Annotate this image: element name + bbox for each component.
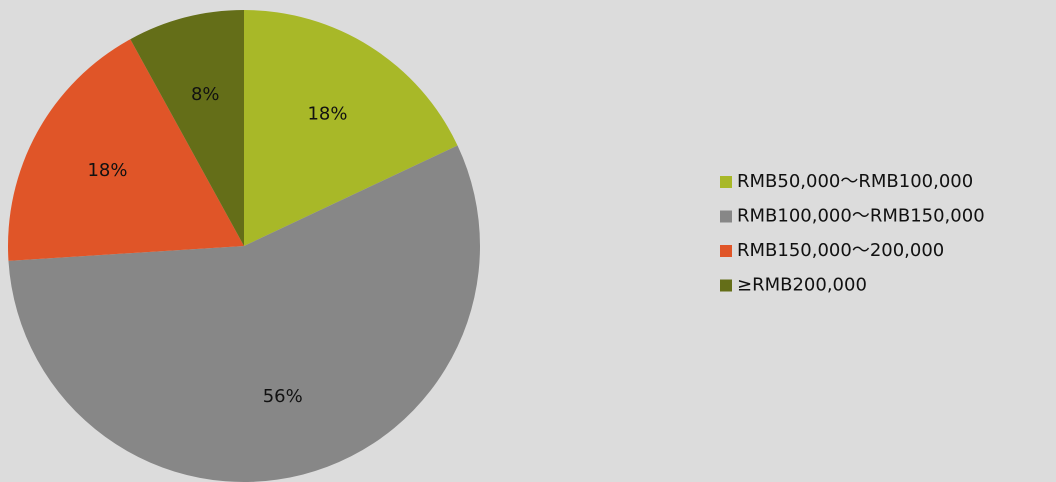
legend-swatch: [720, 210, 732, 223]
data-label: 18%: [87, 160, 127, 181]
pie-slice: [8, 39, 244, 261]
data-label: 56%: [263, 386, 303, 407]
legend-swatch: [720, 279, 732, 292]
pie-slice: [8, 145, 480, 482]
legend-label: RMB150,000～200,000: [737, 240, 944, 261]
pie-slice: [244, 10, 458, 246]
pie-slice: [130, 9, 244, 246]
data-label: 8%: [191, 84, 220, 105]
legend-swatch: [720, 176, 732, 188]
legend-label: ≥RMB200,000: [737, 275, 867, 296]
data-label: 18%: [307, 103, 347, 124]
legend-label: RMB50,000～RMB100,000: [737, 171, 973, 192]
legend-swatch: [720, 245, 732, 257]
legend-label: RMB100,000～RMB150,000: [737, 206, 985, 227]
